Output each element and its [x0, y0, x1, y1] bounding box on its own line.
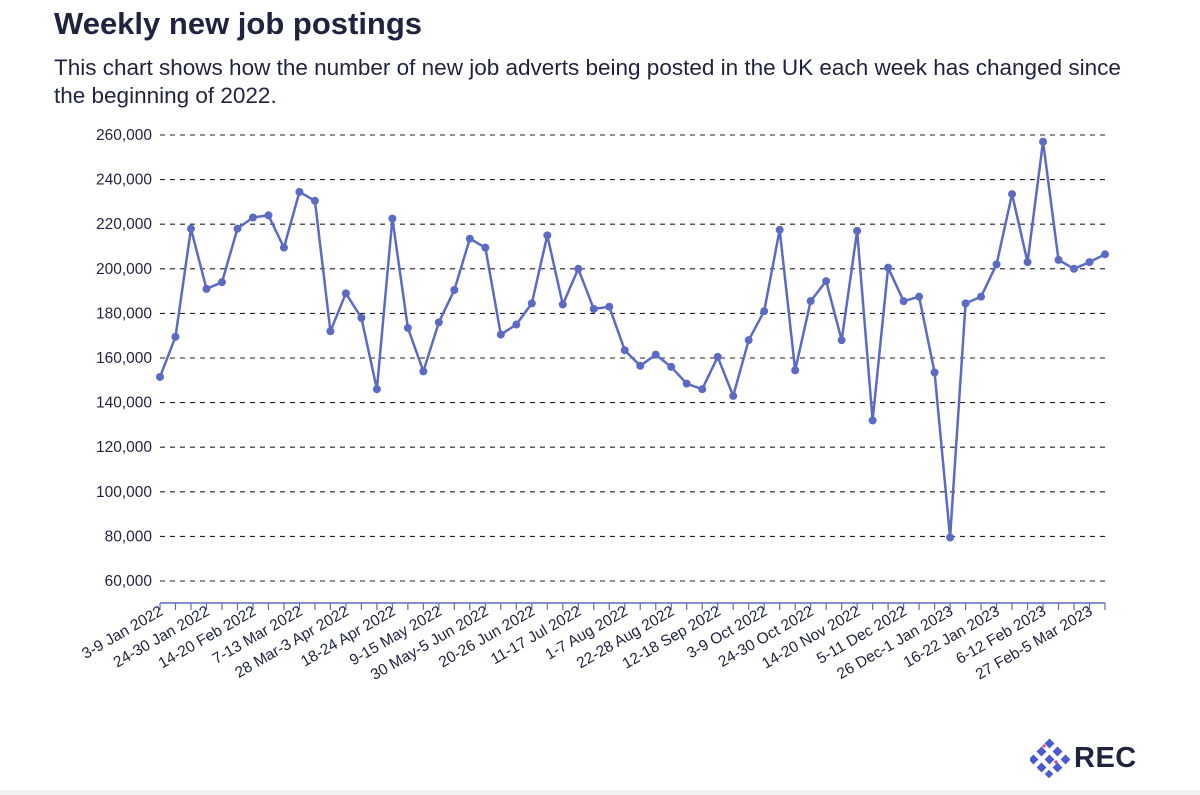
data-point	[186, 224, 195, 233]
data-point	[837, 336, 846, 345]
data-point	[295, 187, 304, 196]
y-tick-label: 120,000	[96, 439, 152, 456]
data-point	[744, 336, 753, 345]
data-point	[930, 368, 939, 377]
data-point	[310, 196, 319, 205]
data-point	[589, 304, 598, 313]
data-point	[419, 367, 428, 376]
y-tick-label: 200,000	[96, 261, 152, 278]
data-point	[1008, 190, 1017, 199]
data-point	[341, 289, 350, 298]
rec-logo-text: REC	[1074, 741, 1137, 774]
data-point	[1054, 255, 1063, 264]
data-point	[372, 385, 381, 394]
data-point	[465, 234, 474, 243]
data-point	[775, 225, 784, 234]
data-point	[481, 243, 490, 252]
data-point	[1070, 264, 1079, 273]
data-point	[651, 350, 660, 359]
data-point	[682, 379, 691, 388]
data-point	[1023, 258, 1032, 267]
rec-logo-icon	[1030, 738, 1070, 778]
data-point	[961, 299, 970, 308]
rec-logo: REC	[1030, 738, 1137, 778]
data-point	[822, 277, 831, 286]
data-point	[636, 361, 645, 370]
y-tick-label: 60,000	[105, 573, 153, 590]
data-point	[791, 366, 800, 375]
data-point	[326, 327, 335, 336]
data-point	[1101, 250, 1109, 259]
data-point	[574, 264, 583, 273]
footer-bar	[0, 790, 1200, 795]
data-point	[279, 243, 288, 252]
data-point	[713, 352, 722, 361]
y-tick-label: 100,000	[96, 484, 152, 501]
data-point	[729, 391, 738, 400]
data-point	[946, 533, 955, 542]
data-point	[667, 362, 676, 371]
data-point	[605, 302, 614, 311]
data-point	[512, 320, 521, 329]
data-point	[171, 332, 180, 341]
data-point	[806, 297, 815, 306]
data-point	[760, 307, 769, 316]
data-point	[915, 292, 924, 301]
data-point	[868, 416, 877, 425]
data-point	[543, 231, 552, 240]
y-tick-label: 80,000	[105, 528, 153, 545]
chart-title: Weekly new job postings	[54, 6, 423, 41]
data-point	[202, 284, 211, 293]
y-tick-label: 160,000	[96, 350, 152, 367]
data-point	[558, 300, 567, 309]
data-point	[434, 318, 443, 327]
data-point	[248, 213, 257, 222]
series-line	[158, 140, 1106, 539]
y-tick-label: 220,000	[96, 216, 152, 233]
data-point	[264, 211, 273, 220]
data-point	[853, 226, 862, 235]
data-point	[698, 385, 707, 394]
data-point	[450, 285, 459, 294]
data-point	[233, 224, 242, 233]
data-point	[403, 323, 412, 332]
data-point	[527, 299, 536, 308]
data-point	[217, 278, 226, 287]
y-tick-label: 180,000	[96, 305, 152, 322]
data-point	[977, 292, 986, 301]
data-point	[899, 297, 908, 306]
data-point	[1085, 258, 1094, 267]
chart-subtitle: This chart shows how the number of new j…	[54, 55, 1121, 108]
data-point	[992, 260, 1001, 269]
data-point	[156, 372, 164, 381]
y-tick-label: 240,000	[96, 172, 152, 189]
y-tick-label: 260,000	[96, 127, 152, 144]
data-point	[884, 263, 893, 272]
data-point	[496, 330, 505, 339]
data-point	[1039, 137, 1048, 146]
y-tick-label: 140,000	[96, 395, 152, 412]
data-point	[620, 346, 629, 355]
data-point	[357, 313, 366, 322]
data-point	[388, 214, 397, 223]
